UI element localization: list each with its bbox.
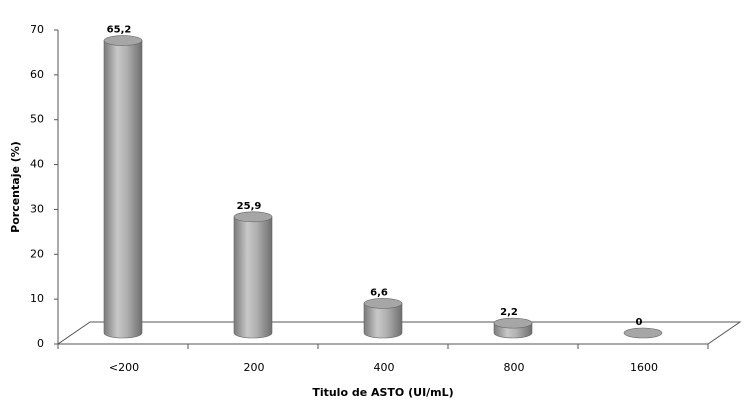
- bar-top: [233, 211, 273, 223]
- value-label: 0: [636, 317, 643, 328]
- y-tick-label: 30: [30, 202, 44, 215]
- y-tick-label: 70: [30, 23, 44, 36]
- value-label: 2,2: [500, 307, 518, 318]
- bar-top: [103, 35, 143, 46]
- y-tick-label: 40: [30, 158, 44, 171]
- x-tick-label: 200: [244, 361, 265, 374]
- bar: [363, 303, 403, 339]
- x-axis-label: Titulo de ASTO (UI/mL): [312, 386, 453, 399]
- bar: [233, 216, 273, 339]
- value-label: 6,6: [370, 287, 388, 298]
- x-tick-label: <200: [109, 361, 139, 374]
- y-tick-label: 0: [37, 337, 44, 350]
- y-tick-label: 60: [30, 68, 44, 81]
- value-label: 65,2: [107, 25, 132, 36]
- bar: [103, 40, 143, 339]
- y-tick-label: 50: [30, 113, 44, 126]
- value-label: 25,9: [237, 201, 262, 212]
- y-tick-label: 10: [30, 292, 44, 305]
- y-axis-label: Porcentaje (%): [9, 141, 22, 233]
- bar-top: [363, 298, 403, 309]
- y-tick-label: 20: [30, 247, 44, 260]
- x-tick-label: 1600: [630, 361, 658, 374]
- bar-top: [623, 327, 663, 339]
- x-tick-label: 800: [504, 361, 525, 374]
- bar-top: [493, 317, 533, 329]
- x-tick-label: 400: [374, 361, 395, 374]
